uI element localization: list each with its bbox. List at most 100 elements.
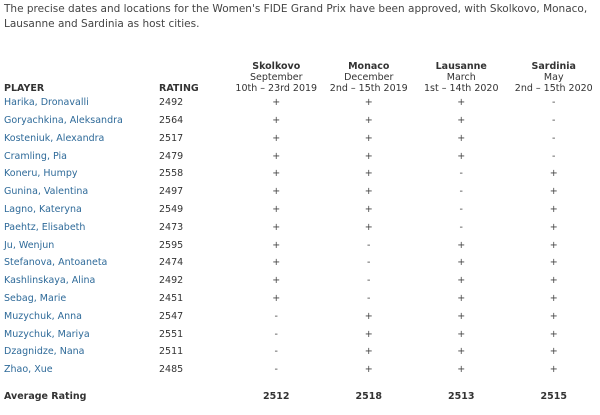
player-rating: 2485 (159, 364, 184, 376)
player-rating: 2492 (159, 97, 184, 109)
participation-mark: + (549, 310, 558, 322)
participation-mark: - (459, 203, 463, 215)
participation-mark: - (367, 257, 371, 269)
participation-mark: + (457, 328, 466, 340)
participation-mark: + (549, 239, 558, 251)
participation-mark: + (272, 97, 281, 109)
participation-mark: + (364, 186, 373, 198)
participation-mark: + (549, 186, 558, 198)
player-rating: 2497 (159, 186, 184, 198)
player-rating: 2547 (159, 310, 184, 322)
player-rating: 2451 (159, 292, 184, 304)
participation-mark: + (272, 186, 281, 198)
table-row: Dzagnidze, Nana 2511 - + + + (0, 343, 600, 361)
participation-mark: + (364, 221, 373, 233)
participation-mark: + (549, 221, 558, 233)
participation-mark: + (272, 168, 281, 180)
player-rating: 2558 (159, 168, 184, 180)
participation-mark: + (457, 114, 466, 126)
table-row: Stefanova, Antoaneta 2474 + - + + (0, 254, 600, 272)
participation-mark: + (549, 292, 558, 304)
player-name: Lagno, Kateryna (4, 203, 82, 215)
venue-header-row: Skolkovo Monaco Lausanne Sardinia (0, 54, 600, 72)
participation-mark: + (549, 203, 558, 215)
participation-mark: + (272, 239, 281, 251)
player-name: Kashlinskaya, Alina (4, 275, 96, 287)
player-rating: 2551 (159, 328, 184, 340)
intro-text: The precise dates and locations for the … (4, 3, 588, 30)
participation-mark: + (549, 257, 558, 269)
participation-mark: + (272, 114, 281, 126)
table-row: Kashlinskaya, Alina 2492 + - + + (0, 272, 600, 290)
participation-mark: - (367, 292, 371, 304)
table-row: Paehtz, Elisabeth 2473 + + - + (0, 218, 600, 236)
player-name: Gunina, Valentina (4, 186, 89, 198)
participation-mark: - (552, 97, 556, 109)
participation-mark: + (549, 346, 558, 358)
participation-mark: - (459, 186, 463, 198)
event-month: May (543, 71, 564, 83)
table-row: Muzychuk, Anna 2547 - + + + (0, 307, 600, 325)
participation-mark: + (364, 168, 373, 180)
player-column-header: PLAYER (4, 82, 45, 94)
event-date-range: 2nd – 15th 2019 (329, 82, 408, 94)
average-rating-value: 2518 (355, 390, 382, 402)
participation-mark: + (272, 275, 281, 287)
table-row: Muzychuk, Mariya 2551 - + + + (0, 325, 600, 343)
participation-mark: + (549, 328, 558, 340)
venue-header: Monaco (348, 60, 390, 72)
event-date-range: 10th – 23rd 2019 (235, 82, 318, 94)
average-rating-value: 2515 (540, 390, 567, 402)
participation-mark: + (272, 221, 281, 233)
participation-mark: + (457, 292, 466, 304)
participation-mark: - (274, 310, 278, 322)
table-row: Ju, Wenjun 2595 + - + + (0, 236, 600, 254)
participation-mark: + (549, 168, 558, 180)
event-dates: May 2nd – 15th 2020 (508, 72, 600, 94)
event-dates: September 10th – 23rd 2019 (230, 72, 323, 94)
participation-mark: - (552, 150, 556, 162)
participation-mark: - (274, 346, 278, 358)
participation-mark: - (367, 275, 371, 287)
participation-mark: - (552, 132, 556, 144)
player-name: Ju, Wenjun (4, 239, 55, 251)
table-row: Harika, Dronavalli 2492 + + + - (0, 94, 600, 112)
participation-mark: + (457, 275, 466, 287)
event-month: September (249, 71, 303, 83)
table-row: Sebag, Marie 2451 + - + + (0, 290, 600, 308)
participation-mark: + (364, 150, 373, 162)
participation-mark: + (457, 364, 466, 376)
player-rating: 2511 (159, 346, 184, 358)
player-name: Zhao, Xue (4, 364, 53, 376)
player-rating: 2479 (159, 150, 184, 162)
table-row: Lagno, Kateryna 2549 + + - + (0, 201, 600, 219)
participation-mark: + (272, 292, 281, 304)
average-rating-value: 2512 (263, 390, 290, 402)
grand-prix-table: Skolkovo Monaco Lausanne Sardinia PLAYER… (0, 54, 600, 402)
participation-mark: + (364, 97, 373, 109)
table-row: Zhao, Xue 2485 - + + + (0, 361, 600, 379)
participation-mark: + (364, 310, 373, 322)
participation-mark: + (457, 132, 466, 144)
player-name: Goryachkina, Aleksandra (4, 114, 123, 126)
event-month: March (446, 71, 476, 83)
table-row: Gunina, Valentina 2497 + + - + (0, 183, 600, 201)
table-row: Kosteniuk, Alexandra 2517 + + + - (0, 129, 600, 147)
player-rating: 2595 (159, 239, 184, 251)
participation-mark: + (272, 150, 281, 162)
participation-mark: + (457, 257, 466, 269)
participation-mark: + (272, 203, 281, 215)
player-name: Koneru, Humpy (4, 168, 78, 180)
event-date-range: 2nd – 15th 2020 (514, 82, 593, 94)
player-name: Muzychuk, Anna (4, 310, 82, 322)
participation-mark: + (457, 97, 466, 109)
participation-mark: + (457, 239, 466, 251)
participation-mark: + (457, 346, 466, 358)
player-name: Paehtz, Elisabeth (4, 221, 86, 233)
participation-mark: + (457, 150, 466, 162)
event-date-range: 1st – 14th 2020 (423, 82, 499, 94)
participation-mark: + (364, 346, 373, 358)
venue-header: Lausanne (435, 60, 487, 72)
participation-mark: + (364, 364, 373, 376)
participation-mark: - (274, 364, 278, 376)
